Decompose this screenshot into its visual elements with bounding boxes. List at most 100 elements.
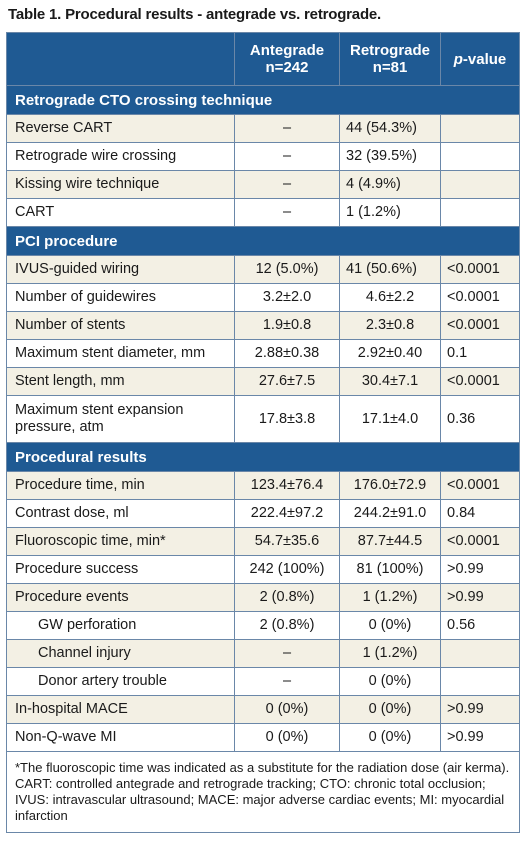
table-row: Contrast dose, ml 222.4±97.2 244.2±91.0 … <box>6 499 520 528</box>
row-label: Stent length, mm <box>6 367 235 396</box>
table-row: Stent length, mm 27.6±7.5 30.4±7.1 <0.00… <box>6 367 520 396</box>
retrograde-value: 2.92±0.40 <box>339 339 441 368</box>
section-header-row: Procedural results <box>6 442 520 472</box>
table-row: IVUS-guided wiring 12 (5.0%) 41 (50.6%) … <box>6 255 520 284</box>
row-label: Non-Q-wave MI <box>6 723 235 752</box>
header-antegrade-n: n=242 <box>265 59 309 76</box>
retrograde-value: 0 (0%) <box>339 667 441 696</box>
p-value: <0.0001 <box>440 311 520 340</box>
antegrade-value: 123.4±76.4 <box>234 471 340 500</box>
p-value: >0.99 <box>440 555 520 584</box>
retrograde-value: 0 (0%) <box>339 611 441 640</box>
table-title: Table 1. Procedural results - antegrade … <box>8 6 382 23</box>
antegrade-value: 2 (0.8%) <box>234 583 340 612</box>
row-label: Number of stents <box>6 311 235 340</box>
retrograde-value: 1 (1.2%) <box>339 198 441 227</box>
retrograde-value: 2.3±0.8 <box>339 311 441 340</box>
row-label: In-hospital MACE <box>6 695 235 724</box>
row-label: Fluoroscopic time, min* <box>6 527 235 556</box>
retrograde-value: 44 (54.3%) <box>339 114 441 143</box>
retrograde-value: 4.6±2.2 <box>339 283 441 312</box>
section-title: PCI procedure <box>6 226 520 256</box>
p-value: >0.99 <box>440 723 520 752</box>
row-label: Contrast dose, ml <box>6 499 235 528</box>
antegrade-value: – <box>234 114 340 143</box>
section-title: Retrograde CTO crossing technique <box>6 85 520 115</box>
table-row: In-hospital MACE 0 (0%) 0 (0%) >0.99 <box>6 695 520 724</box>
retrograde-value: 1 (1.2%) <box>339 639 441 668</box>
table-row: GW perforation 2 (0.8%) 0 (0%) 0.56 <box>6 611 520 640</box>
p-value: 0.1 <box>440 339 520 368</box>
header-retrograde-label: Retrograde <box>349 42 431 59</box>
antegrade-value: 2 (0.8%) <box>234 611 340 640</box>
section-header-row: Retrograde CTO crossing technique <box>6 85 520 115</box>
row-label: Number of guidewires <box>6 283 235 312</box>
retrograde-value: 0 (0%) <box>339 695 441 724</box>
header-antegrade-label: Antegrade <box>249 42 325 59</box>
antegrade-value: 242 (100%) <box>234 555 340 584</box>
antegrade-value: – <box>234 170 340 199</box>
p-value <box>440 198 520 227</box>
footnote-row: *The fluoroscopic time was indicated as … <box>6 751 520 833</box>
table-row: Reverse CART – 44 (54.3%) <box>6 114 520 143</box>
retrograde-value: 1 (1.2%) <box>339 583 441 612</box>
row-label: Retrograde wire crossing <box>6 142 235 171</box>
table-row: Kissing wire technique – 4 (4.9%) <box>6 170 520 199</box>
table-row: Maximum stent expansion pressure, atm 17.… <box>6 395 520 443</box>
p-value <box>440 142 520 171</box>
p-value <box>440 667 520 696</box>
table-row: Procedure success 242 (100%) 81 (100%) >… <box>6 555 520 584</box>
retrograde-value: 81 (100%) <box>339 555 441 584</box>
row-label: Procedure time, min <box>6 471 235 500</box>
row-label: Maximum stent expansion pressure, atm <box>6 395 235 443</box>
retrograde-value: 87.7±44.5 <box>339 527 441 556</box>
p-value: <0.0001 <box>440 471 520 500</box>
table-row: CART – 1 (1.2%) <box>6 198 520 227</box>
antegrade-value: 17.8±3.8 <box>234 395 340 443</box>
header-pvalue-suffix: -value <box>462 50 507 68</box>
table-row: Fluoroscopic time, min* 54.7±35.6 87.7±4… <box>6 527 520 556</box>
row-label: IVUS-guided wiring <box>6 255 235 284</box>
antegrade-value: – <box>234 198 340 227</box>
retrograde-value: 41 (50.6%) <box>339 255 441 284</box>
p-value: >0.99 <box>440 695 520 724</box>
retrograde-value: 30.4±7.1 <box>339 367 441 396</box>
row-label: Procedure events <box>6 583 235 612</box>
table-row: Number of stents 1.9±0.8 2.3±0.8 <0.0001 <box>6 311 520 340</box>
retrograde-value: 32 (39.5%) <box>339 142 441 171</box>
header-blank-cell <box>6 32 235 86</box>
p-value: 0.84 <box>440 499 520 528</box>
row-label-line2: pressure, atm <box>15 419 104 435</box>
header-retrograde: Retrograde n=81 <box>339 32 441 86</box>
p-value: <0.0001 <box>440 283 520 312</box>
antegrade-value: 0 (0%) <box>234 723 340 752</box>
row-label: Maximum stent diameter, mm <box>6 339 235 368</box>
antegrade-value: 0 (0%) <box>234 695 340 724</box>
results-table-container: Antegrade n=242 Retrograde n=81 p-value … <box>6 32 520 833</box>
row-label: Kissing wire technique <box>6 170 235 199</box>
results-table: Antegrade n=242 Retrograde n=81 p-value … <box>6 32 520 833</box>
p-value: >0.99 <box>440 583 520 612</box>
row-label: Channel injury <box>6 639 235 668</box>
antegrade-value: – <box>234 639 340 668</box>
footnote: *The fluoroscopic time was indicated as … <box>6 751 520 833</box>
p-value: <0.0001 <box>440 255 520 284</box>
antegrade-value: 2.88±0.38 <box>234 339 340 368</box>
antegrade-value: 54.7±35.6 <box>234 527 340 556</box>
p-value <box>440 170 520 199</box>
table-row: Number of guidewires 3.2±2.0 4.6±2.2 <0.… <box>6 283 520 312</box>
table-row: Maximum stent diameter, mm 2.88±0.38 2.9… <box>6 339 520 368</box>
antegrade-value: – <box>234 667 340 696</box>
p-value: 0.36 <box>440 395 520 443</box>
table-row: Non-Q-wave MI 0 (0%) 0 (0%) >0.99 <box>6 723 520 752</box>
p-value <box>440 114 520 143</box>
p-value: <0.0001 <box>440 527 520 556</box>
p-value: <0.0001 <box>440 367 520 396</box>
antegrade-value: 222.4±97.2 <box>234 499 340 528</box>
p-value: 0.56 <box>440 611 520 640</box>
retrograde-value: 0 (0%) <box>339 723 441 752</box>
table-row: Channel injury – 1 (1.2%) <box>6 639 520 668</box>
p-value <box>440 639 520 668</box>
antegrade-value: 12 (5.0%) <box>234 255 340 284</box>
retrograde-value: 176.0±72.9 <box>339 471 441 500</box>
